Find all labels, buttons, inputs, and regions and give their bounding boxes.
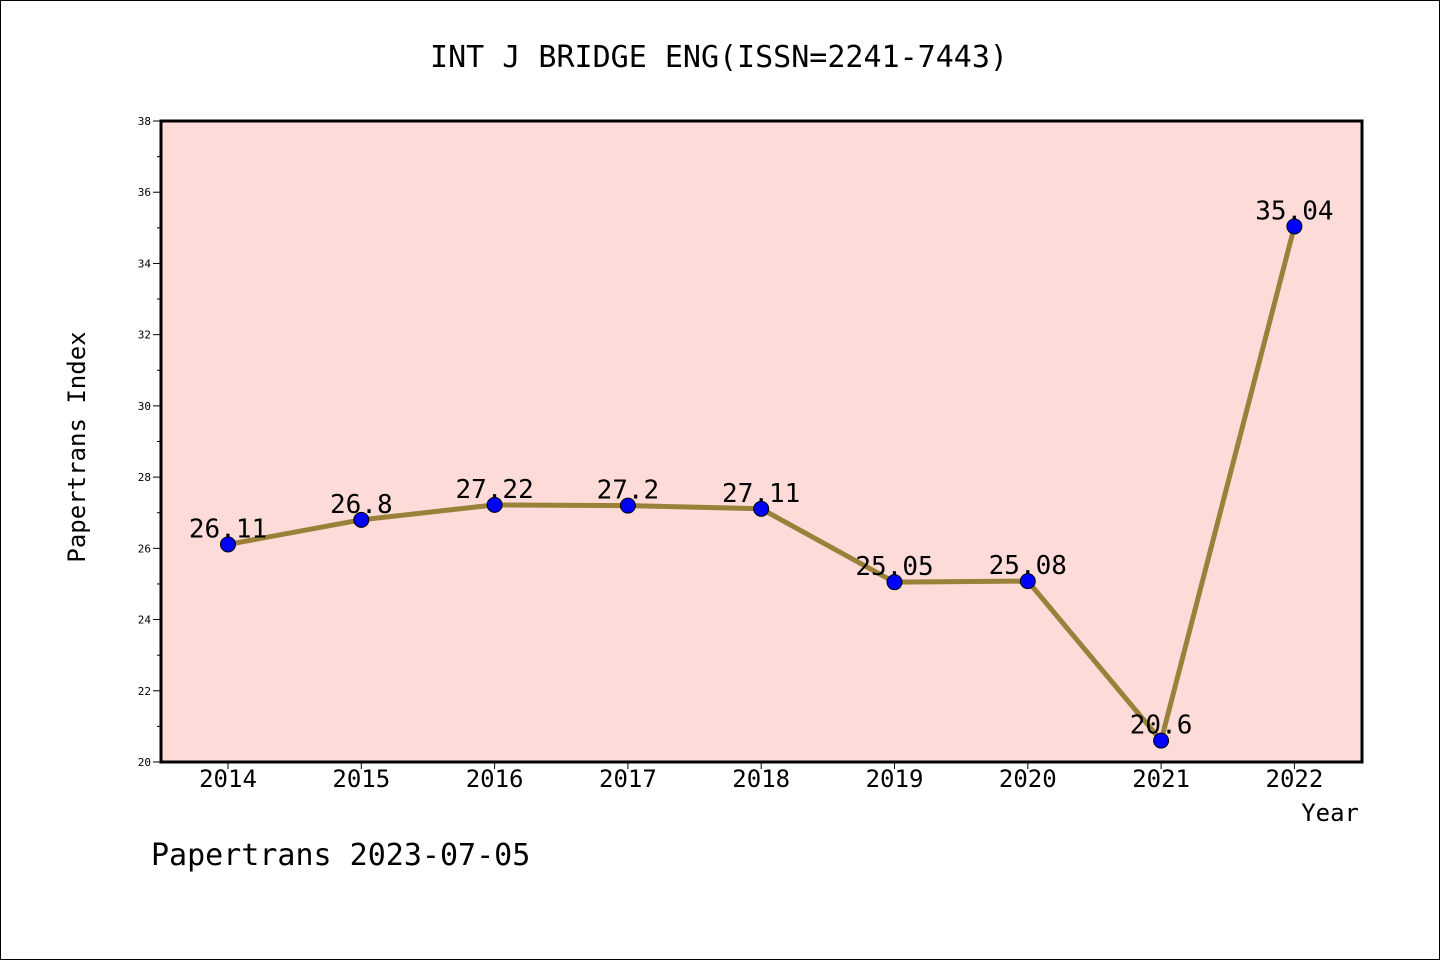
- x-tick-label: 2019: [866, 765, 924, 793]
- data-label: 25.08: [989, 551, 1067, 581]
- plot-area: [159, 119, 1364, 764]
- data-point: [619, 497, 636, 514]
- y-axis-title: Papertrans Index: [63, 331, 91, 562]
- data-label: 26.8: [330, 490, 393, 520]
- x-tick-label: 2017: [599, 765, 657, 793]
- data-point: [353, 511, 370, 528]
- x-tick-label: 2020: [999, 765, 1057, 793]
- data-point: [220, 536, 236, 553]
- x-tick-label: 2016: [466, 765, 524, 793]
- y-axis: 20 22 24 26 28 30 32 34 36 38: [138, 115, 161, 769]
- y-tick-label: 22: [138, 685, 151, 698]
- data-label: 27.11: [722, 479, 800, 509]
- y-tick-label: 32: [138, 329, 151, 342]
- data-label: 27.22: [455, 475, 533, 505]
- x-axis: 2014 2015 2016 2017 2018 2019 2020 2021 2022: [199, 762, 1323, 793]
- chart-title: INT J BRIDGE ENG(ISSN=2241-7443): [430, 40, 1008, 75]
- y-tick-label: 36: [138, 186, 151, 199]
- x-axis-title: Year: [1301, 799, 1359, 827]
- y-tick-label: 24: [138, 614, 152, 627]
- data-point: [753, 500, 770, 517]
- y-tick-label: 28: [138, 471, 151, 484]
- data-label: 26.11: [189, 514, 267, 544]
- data-point: [1019, 573, 1036, 590]
- data-labels: 26.11 26.8 27.22 27.2 27.11 25.05 25.08 20.6 35.…: [189, 196, 1334, 740]
- x-tick-label: 2015: [332, 765, 390, 793]
- data-label: 25.05: [855, 552, 933, 582]
- data-label: 27.2: [597, 476, 660, 506]
- x-tick-label: 2021: [1132, 765, 1190, 793]
- x-tick-label: 2018: [732, 765, 790, 793]
- x-tick-label: 2014: [199, 765, 257, 793]
- y-tick-label: 20: [138, 756, 151, 769]
- series-papertrans-index: [220, 218, 1303, 749]
- x-tick-label: 2022: [1266, 765, 1324, 793]
- data-point: [1153, 732, 1170, 749]
- data-point: [486, 496, 503, 513]
- footer-source-date: Papertrans 2023-07-05: [151, 838, 530, 873]
- y-tick-label: 38: [138, 115, 151, 128]
- data-label: 35.04: [1255, 196, 1333, 226]
- y-tick-label: 26: [138, 542, 151, 555]
- data-point: [886, 574, 903, 591]
- data-point: [1286, 218, 1303, 235]
- y-tick-label: 34: [138, 257, 152, 270]
- data-label: 20.6: [1130, 711, 1193, 741]
- y-tick-label: 30: [138, 400, 151, 413]
